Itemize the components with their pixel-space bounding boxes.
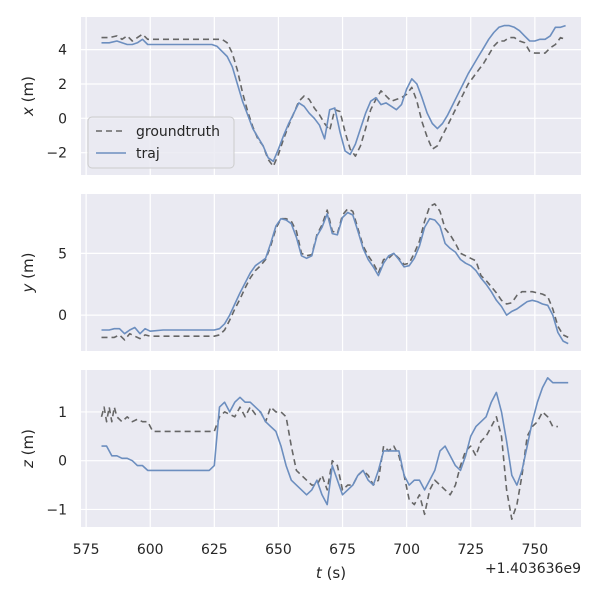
y-tick-label: −1 (46, 502, 67, 518)
panel-z: −1 0 1 z (m) (19, 370, 581, 527)
x-tick-label: 725 (457, 542, 484, 558)
x-tick-label: 625 (201, 542, 228, 558)
series-line-traj (101, 24, 566, 163)
series-line-groundtruth (100, 406, 558, 521)
x-offset-label: +1.403636e9 (485, 561, 581, 577)
plot-background (81, 370, 581, 527)
legend-label-groundtruth: groundtruth (136, 124, 220, 140)
panel-y: 0 5 y (m) (19, 194, 581, 351)
x-tick-label: 750 (521, 542, 548, 558)
y-axis-label: x (m) (19, 76, 37, 117)
y-tick-label: 0 (58, 308, 67, 324)
legend: groundtruth traj (87, 116, 235, 169)
series-line-groundtruth (101, 203, 569, 341)
x-tick-label: 600 (137, 542, 164, 558)
plot-background (81, 194, 581, 351)
x-axis-label: t (s) (316, 564, 346, 582)
series-line-groundtruth (101, 33, 566, 168)
x-tick-label: 700 (393, 542, 420, 558)
x-tick-label: 575 (73, 542, 100, 558)
x-tick-label: 650 (265, 542, 292, 558)
y-tick-label: −2 (46, 146, 67, 162)
y-tick-label: 0 (58, 454, 67, 470)
x-tick-label: 675 (329, 542, 356, 558)
series-line-traj (101, 211, 569, 345)
y-axis-label: z (m) (19, 429, 37, 469)
y-tick-label: 1 (58, 405, 67, 421)
y-axis-label: y (m) (19, 253, 37, 294)
series-line-traj (101, 376, 569, 506)
legend-box (87, 116, 235, 169)
y-tick-label: 5 (58, 246, 67, 262)
y-tick-label: 4 (58, 43, 67, 59)
panel-x: −2 0 2 4 x (m) groundtruth traj (19, 17, 581, 175)
y-tick-label: 0 (58, 111, 67, 127)
legend-label-traj: traj (136, 146, 160, 162)
y-tick-label: 2 (58, 77, 67, 93)
